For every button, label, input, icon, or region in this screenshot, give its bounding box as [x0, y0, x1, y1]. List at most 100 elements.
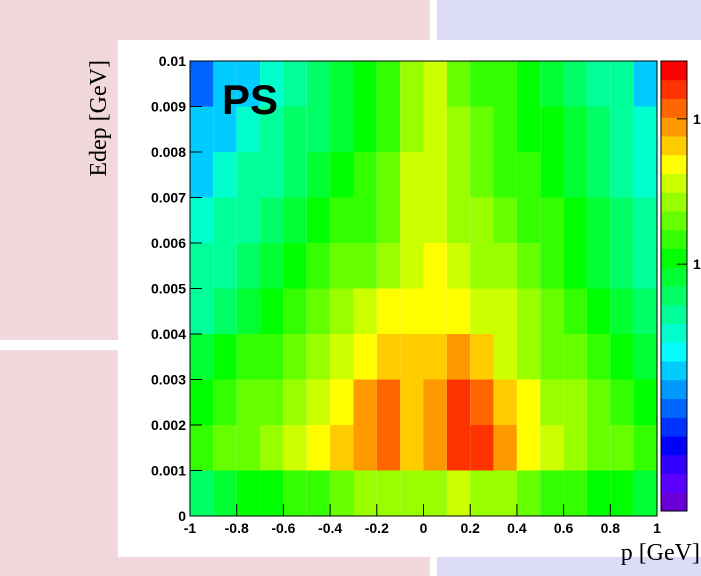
heatmap-cell — [260, 61, 284, 107]
heatmap-cell — [190, 379, 214, 425]
heatmap-cell — [493, 425, 517, 471]
heatmap-cell — [400, 61, 424, 107]
heatmap-cell — [330, 152, 354, 198]
heatmap-cell — [470, 106, 494, 152]
heatmap-cell — [376, 61, 401, 107]
heatmap-cell — [493, 470, 517, 516]
z-tick-label: 100 — [693, 111, 701, 127]
heatmap-cell — [586, 470, 611, 516]
colorbar-segment — [661, 117, 687, 137]
colorbar-segment — [661, 361, 687, 381]
colorbar-segment — [661, 154, 687, 174]
heatmap-cell — [330, 243, 354, 289]
heatmap-cell — [376, 197, 401, 243]
heatmap-cell — [353, 106, 377, 152]
x-tick-label: -0.2 — [365, 520, 389, 536]
heatmap-cell — [376, 152, 401, 198]
heatmap-cell — [540, 379, 564, 425]
heatmap-cell — [330, 379, 354, 425]
heatmap-cell — [516, 334, 541, 380]
heatmap-cell — [446, 197, 471, 243]
heatmap-cell — [376, 243, 401, 289]
heatmap — [190, 61, 657, 516]
heatmap-cell — [516, 61, 541, 107]
heatmap-cell — [586, 152, 611, 198]
colorbar-segment — [661, 436, 687, 456]
x-tick-label: -0.6 — [271, 520, 295, 536]
heatmap-cell — [493, 379, 517, 425]
heatmap-cell — [610, 152, 634, 198]
annotation: PS — [222, 76, 278, 123]
heatmap-cell — [586, 288, 611, 334]
heatmap-cell — [470, 379, 494, 425]
heatmap-cell — [493, 288, 517, 334]
colorbar-frame — [660, 60, 688, 512]
heatmap-cell — [633, 425, 657, 471]
heatmap-cell — [446, 425, 471, 471]
heatmap-cell — [423, 470, 447, 516]
heatmap-cell — [306, 379, 331, 425]
heatmap-cell — [190, 106, 214, 152]
heatmap-cell — [563, 106, 587, 152]
colorbar-segment — [661, 286, 687, 306]
heatmap-cell — [260, 288, 284, 334]
heatmap-cell — [586, 61, 611, 107]
heatmap-cell — [423, 61, 447, 107]
heatmap-cell — [190, 61, 214, 107]
heatmap-cell — [283, 334, 307, 380]
heatmap-cell — [516, 106, 541, 152]
y-tick-label: 0.007 — [151, 190, 186, 206]
heatmap-cell — [190, 425, 214, 471]
heatmap-cell — [213, 197, 237, 243]
heatmap-cell — [586, 379, 611, 425]
colorbar-segment — [661, 492, 687, 512]
x-tick-label: 0.4 — [507, 520, 527, 536]
heatmap-cell — [283, 197, 307, 243]
heatmap-cell — [330, 425, 354, 471]
heatmap-cell — [236, 61, 261, 107]
heatmap-cell — [540, 152, 564, 198]
heatmap-cell — [516, 470, 541, 516]
heatmap-cell — [190, 152, 214, 198]
heatmap-cell — [330, 334, 354, 380]
heatmap-cell — [353, 197, 377, 243]
heatmap-cell — [563, 379, 587, 425]
heatmap-cell — [516, 152, 541, 198]
heatmap-cell — [213, 425, 237, 471]
heatmap-cell — [283, 152, 307, 198]
heatmap-cell — [400, 106, 424, 152]
heatmap-cell — [610, 243, 634, 289]
heatmap-cell — [540, 61, 564, 107]
colorbar-segment — [661, 211, 687, 231]
heatmap-cell — [283, 61, 307, 107]
heatmap-cell — [400, 425, 424, 471]
z-tick-label: 10 — [693, 256, 701, 272]
heatmap-cell — [306, 288, 331, 334]
heatmap-cell — [213, 243, 237, 289]
y-tick-label: 0.004 — [151, 326, 186, 342]
heatmap-cell — [330, 197, 354, 243]
heatmap-cell — [423, 334, 447, 380]
heatmap-cell — [516, 425, 541, 471]
heatmap-cell — [260, 470, 284, 516]
heatmap-cell — [633, 106, 657, 152]
x-axis-title: p [GeV] — [621, 540, 700, 566]
heatmap-cell — [493, 197, 517, 243]
colorbar-segment — [661, 61, 687, 81]
colorbar-segment — [661, 473, 687, 493]
heatmap-cell — [516, 243, 541, 289]
heatmap-cell — [400, 197, 424, 243]
colorbar-segment — [661, 379, 687, 399]
heatmap-cell — [330, 470, 354, 516]
heatmap-cell — [190, 334, 214, 380]
heatmap-cell — [400, 243, 424, 289]
heatmap-cell — [213, 470, 237, 516]
x-tick-label: 0 — [420, 520, 428, 536]
heatmap-cell — [470, 197, 494, 243]
y-tick-label: 0.002 — [151, 417, 186, 433]
heatmap-cell — [610, 61, 634, 107]
heatmap-cell — [260, 379, 284, 425]
heatmap-cell — [446, 334, 471, 380]
